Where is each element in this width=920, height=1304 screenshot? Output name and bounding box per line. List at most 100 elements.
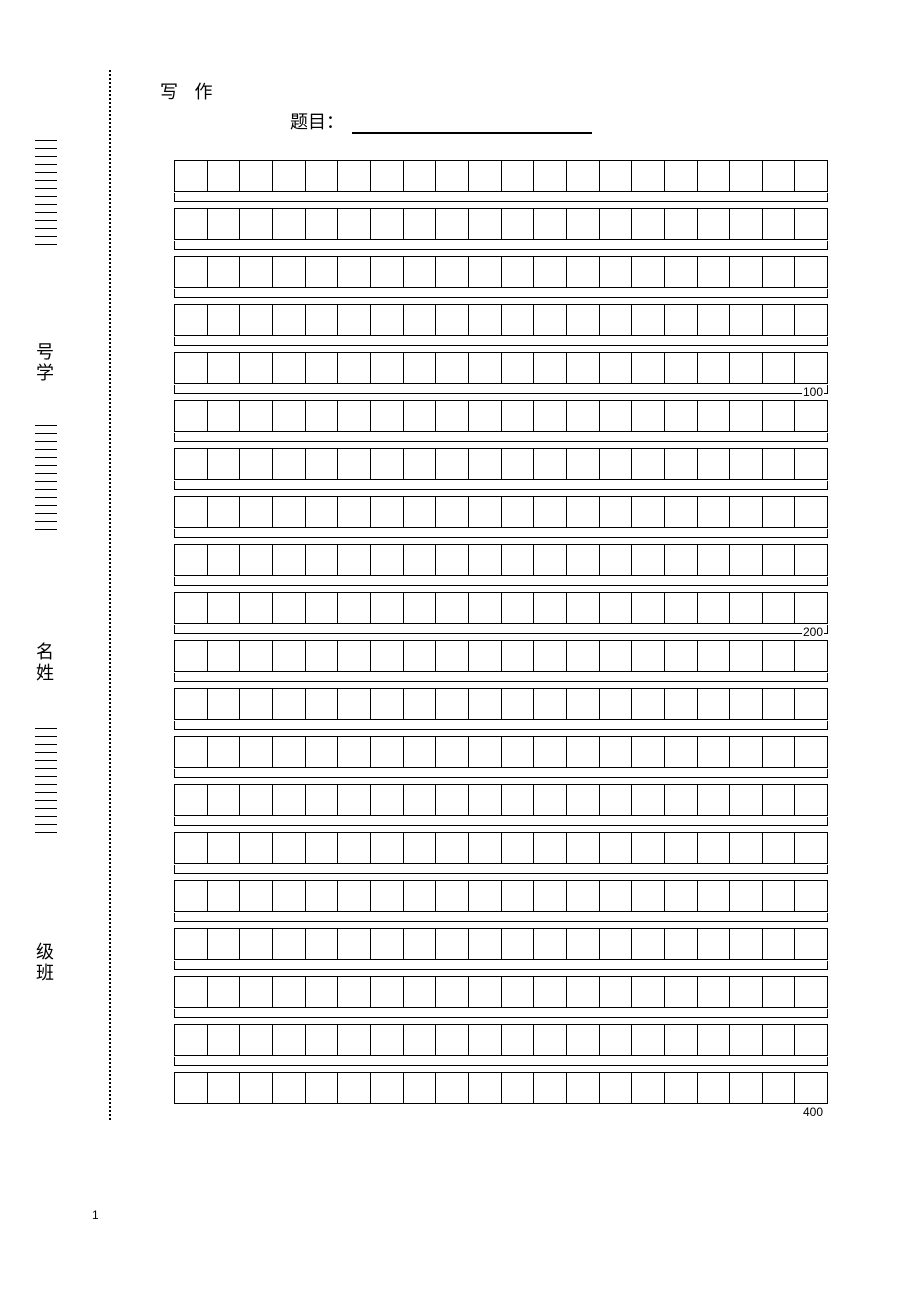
grid-cell[interactable]	[502, 641, 535, 671]
grid-cell[interactable]	[600, 929, 633, 959]
grid-cell[interactable]	[306, 161, 339, 191]
grid-row-cells[interactable]	[174, 880, 828, 912]
grid-cell[interactable]	[338, 161, 371, 191]
grid-cell[interactable]	[730, 593, 763, 623]
grid-cell[interactable]	[338, 929, 371, 959]
grid-cell[interactable]	[338, 641, 371, 671]
grid-cell[interactable]	[795, 929, 827, 959]
grid-cell[interactable]	[632, 1073, 665, 1103]
grid-row-cells[interactable]	[174, 496, 828, 528]
grid-cell[interactable]	[371, 1073, 404, 1103]
grid-cell[interactable]	[730, 305, 763, 335]
grid-cell[interactable]	[534, 641, 567, 671]
grid-cell[interactable]	[567, 545, 600, 575]
grid-cell[interactable]	[502, 257, 535, 287]
grid-cell[interactable]	[632, 929, 665, 959]
side-blank-lines[interactable]	[35, 140, 57, 245]
grid-cell[interactable]	[208, 593, 241, 623]
grid-cell[interactable]	[338, 353, 371, 383]
grid-cell[interactable]	[600, 1073, 633, 1103]
grid-cell[interactable]	[698, 737, 731, 767]
grid-cell[interactable]	[698, 977, 731, 1007]
grid-cell[interactable]	[371, 1025, 404, 1055]
grid-cell[interactable]	[730, 641, 763, 671]
grid-cell[interactable]	[273, 785, 306, 815]
grid-cell[interactable]	[600, 257, 633, 287]
grid-cell[interactable]	[208, 785, 241, 815]
grid-cell[interactable]	[306, 881, 339, 911]
grid-cell[interactable]	[730, 209, 763, 239]
grid-cell[interactable]	[338, 689, 371, 719]
grid-cell[interactable]	[632, 353, 665, 383]
grid-cell[interactable]	[730, 833, 763, 863]
grid-cell[interactable]	[534, 1025, 567, 1055]
grid-cell[interactable]	[436, 641, 469, 671]
grid-cell[interactable]	[371, 929, 404, 959]
grid-cell[interactable]	[730, 449, 763, 479]
grid-cell[interactable]	[436, 977, 469, 1007]
grid-cell[interactable]	[567, 209, 600, 239]
grid-cell[interactable]	[273, 305, 306, 335]
grid-cell[interactable]	[469, 449, 502, 479]
grid-cell[interactable]	[404, 353, 437, 383]
grid-cell[interactable]	[763, 401, 796, 431]
grid-cell[interactable]	[436, 209, 469, 239]
grid-cell[interactable]	[567, 1073, 600, 1103]
grid-cell[interactable]	[404, 689, 437, 719]
grid-cell[interactable]	[665, 305, 698, 335]
grid-cell[interactable]	[306, 689, 339, 719]
grid-cell[interactable]	[534, 353, 567, 383]
grid-cell[interactable]	[665, 209, 698, 239]
grid-cell[interactable]	[632, 881, 665, 911]
grid-cell[interactable]	[436, 353, 469, 383]
grid-cell[interactable]	[208, 305, 241, 335]
grid-cell[interactable]	[469, 545, 502, 575]
grid-cell[interactable]	[698, 497, 731, 527]
grid-cell[interactable]	[698, 209, 731, 239]
grid-cell[interactable]	[730, 257, 763, 287]
grid-cell[interactable]	[534, 977, 567, 1007]
grid-cell[interactable]	[404, 1025, 437, 1055]
grid-cell[interactable]	[763, 593, 796, 623]
grid-cell[interactable]	[730, 881, 763, 911]
grid-cell[interactable]	[795, 401, 827, 431]
grid-cell[interactable]	[436, 929, 469, 959]
grid-cell[interactable]	[534, 1073, 567, 1103]
grid-cell[interactable]	[306, 497, 339, 527]
grid-cell[interactable]	[534, 785, 567, 815]
grid-cell[interactable]	[502, 881, 535, 911]
grid-cell[interactable]	[795, 833, 827, 863]
grid-row-cells[interactable]	[174, 736, 828, 768]
grid-cell[interactable]	[338, 881, 371, 911]
grid-cell[interactable]	[795, 737, 827, 767]
grid-cell[interactable]	[306, 977, 339, 1007]
grid-cell[interactable]	[404, 401, 437, 431]
grid-cell[interactable]	[763, 545, 796, 575]
grid-cell[interactable]	[600, 353, 633, 383]
grid-cell[interactable]	[240, 977, 273, 1007]
grid-cell[interactable]	[534, 401, 567, 431]
grid-cell[interactable]	[338, 209, 371, 239]
grid-cell[interactable]	[240, 833, 273, 863]
grid-cell[interactable]	[371, 257, 404, 287]
grid-cell[interactable]	[795, 545, 827, 575]
grid-cell[interactable]	[273, 689, 306, 719]
grid-cell[interactable]	[698, 353, 731, 383]
grid-cell[interactable]	[502, 1073, 535, 1103]
grid-cell[interactable]	[502, 689, 535, 719]
grid-cell[interactable]	[240, 1025, 273, 1055]
grid-cell[interactable]	[175, 641, 208, 671]
grid-cell[interactable]	[175, 785, 208, 815]
grid-cell[interactable]	[175, 161, 208, 191]
grid-cell[interactable]	[175, 689, 208, 719]
grid-cell[interactable]	[632, 497, 665, 527]
grid-cell[interactable]	[763, 209, 796, 239]
grid-cell[interactable]	[502, 497, 535, 527]
grid-cell[interactable]	[273, 401, 306, 431]
grid-cell[interactable]	[273, 497, 306, 527]
grid-cell[interactable]	[208, 257, 241, 287]
grid-cell[interactable]	[632, 449, 665, 479]
grid-cell[interactable]	[763, 641, 796, 671]
grid-cell[interactable]	[436, 737, 469, 767]
grid-cell[interactable]	[469, 737, 502, 767]
